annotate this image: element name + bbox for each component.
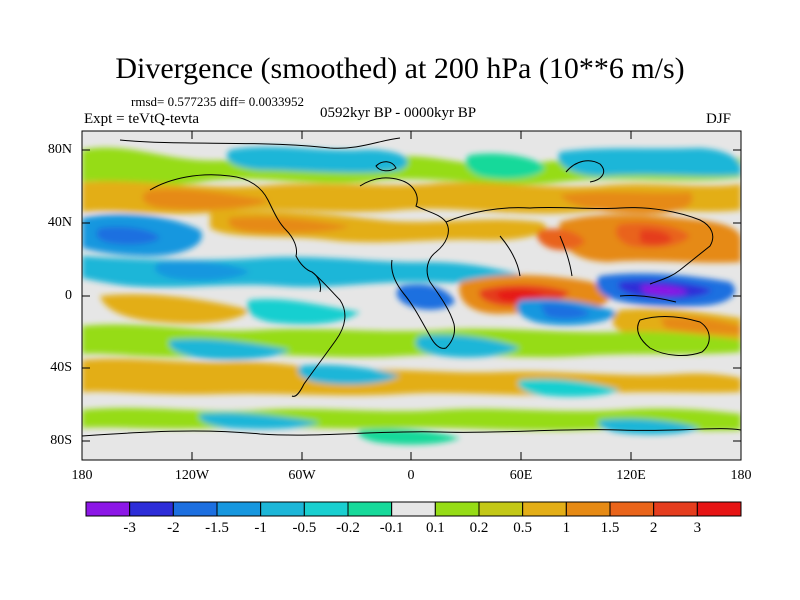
period-label: 0592kyr BP - 0000kyr BP [320,105,477,121]
colorbar-swatch [609,501,655,517]
colorbar-swatch [565,501,611,517]
lon-label-180w: 180 [71,468,93,483]
lat-label-0: 0 [65,288,72,303]
lon-label-60e: 60E [509,468,533,483]
colorbar-swatch [478,501,524,517]
colorbar-swatch [347,501,393,517]
coastlines [82,137,741,437]
lat-label-80s: 80S [50,433,72,448]
season-label: DJF [706,111,732,127]
colorbar-label: -2 [167,520,180,536]
colorbar-label: 3 [693,520,702,536]
lon-label-60w: 60W [288,468,316,483]
colorbar-swatch [129,501,174,517]
colorbar-swatch [172,501,218,517]
experiment-label: Expt = teVtQ-tevta [84,111,200,127]
lon-label-120e: 120E [616,468,646,483]
colorbar-label: 0.2 [469,520,489,536]
colorbar-label: -1.5 [205,520,229,536]
lat-label-80n: 80N [47,142,72,157]
lon-label-120w: 120W [174,468,210,483]
colorbar-swatch [522,501,567,517]
colorbar-label: 2 [649,520,658,536]
colorbar-label: 1 [562,520,571,536]
colorbar-label: -0.5 [292,520,317,536]
colorbar-label: -3 [123,520,136,536]
colorbar-swatch [303,501,349,517]
colorbar-swatch [216,501,262,517]
colorbar-swatch [391,501,436,517]
colorbar-label: -0.2 [336,520,360,536]
divergence-field [82,131,741,460]
colorbar [85,501,742,517]
colorbar-swatch [696,501,742,517]
lon-label-0: 0 [407,468,415,483]
colorbar-swatch [85,501,131,517]
colorbar-swatch [434,501,480,517]
lon-label-180e: 180 [730,468,752,483]
colorbar-label: -0.1 [379,520,404,536]
axis-ticks [81,131,742,460]
stats-label: rmsd= 0.577235 diff= 0.0033952 [131,94,304,109]
colorbar-label: 0.1 [425,520,445,536]
lat-label-40n: 40N [47,215,72,230]
colorbar-label: 0.5 [513,520,533,536]
colorbar-swatch [260,501,305,517]
colorbar-swatch [653,501,698,517]
colorbar-label: -1 [254,520,267,536]
lat-label-40s: 40S [50,360,72,375]
chart-title: Divergence (smoothed) at 200 hPa (10**6 … [115,52,685,85]
colorbar-label: 1.5 [600,520,620,536]
